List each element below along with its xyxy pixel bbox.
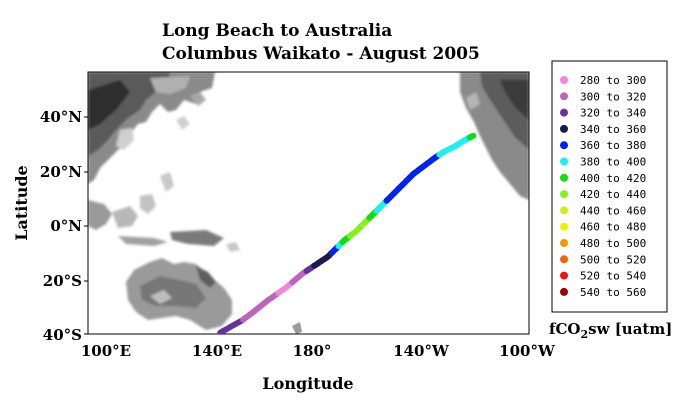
x-tick-label: 100°E (81, 342, 131, 360)
x-tick-label: 140°E (192, 342, 242, 360)
land-islands (88, 172, 240, 252)
land-australia (126, 258, 232, 330)
y-tick-label: 20°S (43, 272, 82, 290)
y-axis-label: Latitude (12, 165, 31, 240)
land-north-america (460, 72, 529, 200)
ship-track (217, 132, 477, 334)
legend-label: 480 to 500 (580, 237, 646, 250)
legend: 280 to 300 300 to 320 320 to 340 340 to 360… (551, 60, 668, 313)
legend-label: 360 to 380 (580, 139, 646, 152)
map-area (87, 71, 530, 335)
y-tick-label: 0°N (50, 217, 82, 235)
unit-label-subscript: 2 (580, 328, 588, 341)
land-asia (88, 72, 215, 184)
y-axis: 40°N 20°N 0°N 20°S 40°S (40, 108, 88, 344)
legend-label: 500 to 520 (580, 253, 646, 266)
legend-label: 340 to 360 (580, 123, 646, 136)
legend-label: 540 to 560 (580, 286, 646, 299)
legend-label: 320 to 340 (580, 107, 646, 120)
legend-label: 400 to 420 (580, 172, 646, 185)
x-tick-label: 140°W (393, 342, 450, 360)
land-small-island (292, 322, 302, 334)
title-line-2: Columbus Waikato - August 2005 (162, 44, 480, 64)
legend-swatch (560, 76, 568, 84)
y-tick-label: 20°N (40, 163, 82, 181)
track-point (470, 132, 477, 139)
legend-swatch (560, 222, 568, 231)
y-tick-label: 40°S (43, 326, 82, 344)
legend-label: 520 to 540 (580, 270, 646, 283)
unit-label-rest: sw [uatm] (588, 320, 672, 338)
x-tick-label: 100°W (499, 342, 556, 360)
legend-swatch (560, 239, 568, 247)
y-tick-label: 40°N (40, 108, 82, 126)
legend-swatch (560, 157, 568, 166)
legend-swatch (560, 141, 568, 150)
legend-swatch (560, 190, 568, 199)
legend-swatch (560, 206, 568, 215)
legend-label: 380 to 400 (580, 156, 646, 169)
map-frame (87, 71, 530, 335)
legend-label: 280 to 300 (580, 74, 646, 87)
legend-label: 460 to 480 (580, 221, 646, 234)
legend-label: 440 to 460 (580, 204, 646, 217)
legend-swatch (560, 92, 568, 101)
legend-swatch (560, 271, 568, 280)
legend-swatch (560, 255, 568, 264)
legend-swatch (560, 108, 568, 117)
unit-label: fCO2sw [uatm] (549, 320, 672, 341)
legend-label: 420 to 440 (580, 188, 646, 201)
x-axis: 100°E 140°E 180° 140°W 100°W (81, 342, 556, 360)
x-tick-label: 180° (293, 342, 332, 360)
legend-swatch (560, 173, 568, 182)
x-axis-label: Longitude (262, 374, 353, 393)
title-line-1: Long Beach to Australia (162, 21, 392, 41)
land-masses (88, 72, 529, 334)
unit-label-main: fCO (549, 320, 580, 338)
legend-label: 300 to 320 (580, 90, 646, 103)
legend-swatch (560, 124, 568, 133)
legend-box (551, 60, 668, 313)
legend-items: 280 to 300 300 to 320 320 to 340 340 to 360… (560, 74, 646, 299)
legend-swatch (560, 287, 568, 296)
